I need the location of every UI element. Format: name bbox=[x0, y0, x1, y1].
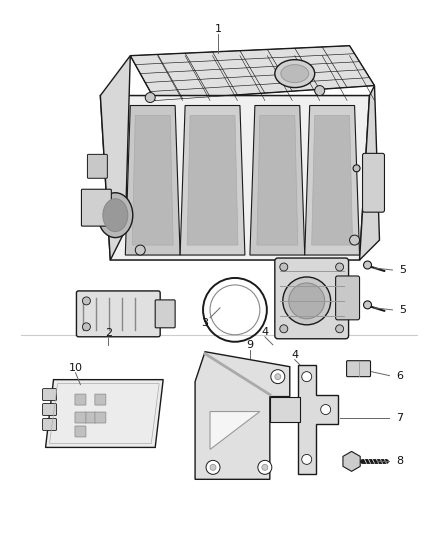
Circle shape bbox=[258, 461, 272, 474]
Text: 9: 9 bbox=[246, 340, 254, 350]
Ellipse shape bbox=[103, 199, 128, 232]
Text: 1: 1 bbox=[215, 24, 222, 34]
Polygon shape bbox=[130, 46, 374, 101]
Circle shape bbox=[289, 283, 325, 319]
Circle shape bbox=[210, 464, 216, 470]
Circle shape bbox=[336, 263, 343, 271]
Polygon shape bbox=[46, 379, 163, 447]
Polygon shape bbox=[257, 116, 298, 245]
Circle shape bbox=[336, 325, 343, 333]
Polygon shape bbox=[298, 365, 338, 474]
Polygon shape bbox=[343, 451, 360, 471]
Text: 2: 2 bbox=[105, 328, 112, 338]
Circle shape bbox=[302, 372, 312, 382]
Circle shape bbox=[283, 277, 331, 325]
Polygon shape bbox=[100, 95, 370, 260]
Text: 10: 10 bbox=[68, 362, 82, 373]
Circle shape bbox=[271, 370, 285, 384]
Polygon shape bbox=[195, 352, 290, 479]
FancyBboxPatch shape bbox=[336, 276, 360, 320]
Polygon shape bbox=[312, 116, 353, 245]
Polygon shape bbox=[270, 397, 300, 422]
FancyBboxPatch shape bbox=[42, 389, 57, 401]
FancyBboxPatch shape bbox=[42, 418, 57, 431]
FancyBboxPatch shape bbox=[346, 361, 371, 377]
Circle shape bbox=[206, 461, 220, 474]
Polygon shape bbox=[100, 55, 130, 260]
Circle shape bbox=[364, 261, 371, 269]
Circle shape bbox=[350, 235, 360, 245]
Circle shape bbox=[364, 301, 371, 309]
FancyBboxPatch shape bbox=[42, 403, 57, 416]
Text: 4: 4 bbox=[291, 350, 298, 360]
FancyBboxPatch shape bbox=[95, 412, 106, 423]
Circle shape bbox=[262, 464, 268, 470]
Circle shape bbox=[314, 86, 325, 95]
Polygon shape bbox=[360, 86, 379, 260]
Ellipse shape bbox=[98, 193, 133, 238]
Polygon shape bbox=[187, 116, 238, 245]
Text: 5: 5 bbox=[399, 265, 406, 275]
Ellipse shape bbox=[281, 64, 309, 83]
Text: 3: 3 bbox=[201, 318, 208, 328]
Polygon shape bbox=[125, 106, 180, 255]
FancyBboxPatch shape bbox=[363, 154, 385, 212]
Ellipse shape bbox=[353, 165, 360, 172]
FancyBboxPatch shape bbox=[75, 394, 86, 405]
Text: 8: 8 bbox=[396, 456, 403, 466]
FancyBboxPatch shape bbox=[75, 412, 86, 423]
FancyBboxPatch shape bbox=[88, 155, 107, 178]
FancyBboxPatch shape bbox=[155, 300, 175, 328]
Circle shape bbox=[145, 93, 155, 102]
Circle shape bbox=[135, 245, 145, 255]
FancyBboxPatch shape bbox=[275, 258, 349, 339]
Circle shape bbox=[82, 323, 90, 331]
Ellipse shape bbox=[275, 60, 314, 87]
Circle shape bbox=[302, 455, 312, 464]
Text: 4: 4 bbox=[261, 327, 268, 337]
Text: 7: 7 bbox=[396, 413, 403, 423]
Text: 5: 5 bbox=[399, 305, 406, 315]
Circle shape bbox=[82, 297, 90, 305]
FancyBboxPatch shape bbox=[75, 426, 86, 437]
Circle shape bbox=[280, 263, 288, 271]
FancyBboxPatch shape bbox=[95, 394, 106, 405]
Polygon shape bbox=[210, 411, 260, 449]
Circle shape bbox=[275, 374, 281, 379]
Polygon shape bbox=[250, 106, 305, 255]
Polygon shape bbox=[180, 106, 245, 255]
FancyBboxPatch shape bbox=[77, 291, 160, 337]
FancyBboxPatch shape bbox=[81, 189, 111, 226]
Polygon shape bbox=[305, 106, 360, 255]
Circle shape bbox=[280, 325, 288, 333]
Polygon shape bbox=[132, 116, 173, 245]
FancyBboxPatch shape bbox=[85, 412, 96, 423]
Circle shape bbox=[321, 405, 331, 415]
Text: 6: 6 bbox=[396, 370, 403, 381]
